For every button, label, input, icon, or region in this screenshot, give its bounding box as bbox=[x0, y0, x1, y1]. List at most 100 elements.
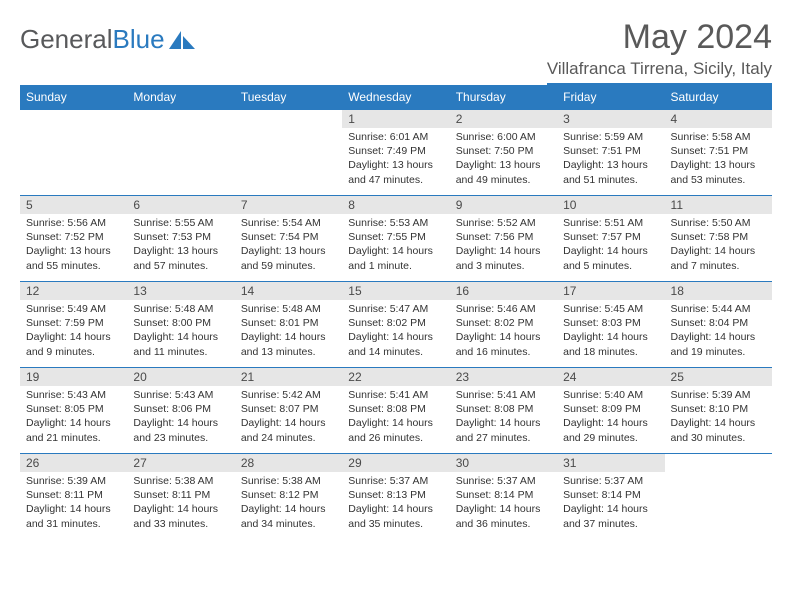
day-details: Sunrise: 5:51 AMSunset: 7:57 PMDaylight:… bbox=[557, 214, 664, 276]
day-number: 23 bbox=[450, 368, 557, 386]
calendar-day-cell: 2Sunrise: 6:00 AMSunset: 7:50 PMDaylight… bbox=[450, 110, 557, 196]
calendar-empty-cell bbox=[20, 110, 127, 196]
day-details: Sunrise: 5:37 AMSunset: 8:13 PMDaylight:… bbox=[342, 472, 449, 534]
day-details: Sunrise: 5:56 AMSunset: 7:52 PMDaylight:… bbox=[20, 214, 127, 276]
day-number: 12 bbox=[20, 282, 127, 300]
day-number: 18 bbox=[665, 282, 772, 300]
calendar-empty-cell bbox=[235, 110, 342, 196]
calendar-body: 1Sunrise: 6:01 AMSunset: 7:49 PMDaylight… bbox=[20, 110, 772, 540]
calendar-day-cell: 25Sunrise: 5:39 AMSunset: 8:10 PMDayligh… bbox=[665, 368, 772, 454]
calendar-head: SundayMondayTuesdayWednesdayThursdayFrid… bbox=[20, 85, 772, 110]
day-details: Sunrise: 5:55 AMSunset: 7:53 PMDaylight:… bbox=[127, 214, 234, 276]
day-details: Sunrise: 5:47 AMSunset: 8:02 PMDaylight:… bbox=[342, 300, 449, 362]
day-number: 26 bbox=[20, 454, 127, 472]
calendar-day-cell: 5Sunrise: 5:56 AMSunset: 7:52 PMDaylight… bbox=[20, 196, 127, 282]
day-details: Sunrise: 5:44 AMSunset: 8:04 PMDaylight:… bbox=[665, 300, 772, 362]
weekday-header: Thursday bbox=[450, 85, 557, 110]
logo-text-1: General bbox=[20, 24, 113, 55]
day-details: Sunrise: 5:39 AMSunset: 8:11 PMDaylight:… bbox=[20, 472, 127, 534]
weekday-header: Saturday bbox=[665, 85, 772, 110]
day-number: 8 bbox=[342, 196, 449, 214]
day-number: 14 bbox=[235, 282, 342, 300]
weekday-header: Wednesday bbox=[342, 85, 449, 110]
logo-text-2: Blue bbox=[113, 24, 165, 55]
day-details: Sunrise: 5:54 AMSunset: 7:54 PMDaylight:… bbox=[235, 214, 342, 276]
calendar-day-cell: 19Sunrise: 5:43 AMSunset: 8:05 PMDayligh… bbox=[20, 368, 127, 454]
calendar-day-cell: 12Sunrise: 5:49 AMSunset: 7:59 PMDayligh… bbox=[20, 282, 127, 368]
day-number: 15 bbox=[342, 282, 449, 300]
calendar-day-cell: 20Sunrise: 5:43 AMSunset: 8:06 PMDayligh… bbox=[127, 368, 234, 454]
day-details: Sunrise: 5:42 AMSunset: 8:07 PMDaylight:… bbox=[235, 386, 342, 448]
day-number: 19 bbox=[20, 368, 127, 386]
day-details: Sunrise: 5:43 AMSunset: 8:06 PMDaylight:… bbox=[127, 386, 234, 448]
day-details: Sunrise: 5:48 AMSunset: 8:00 PMDaylight:… bbox=[127, 300, 234, 362]
day-details: Sunrise: 5:59 AMSunset: 7:51 PMDaylight:… bbox=[557, 128, 664, 190]
day-number: 4 bbox=[665, 110, 772, 128]
location-title: Villafranca Tirrena, Sicily, Italy bbox=[547, 59, 772, 85]
day-details: Sunrise: 5:37 AMSunset: 8:14 PMDaylight:… bbox=[450, 472, 557, 534]
calendar-day-cell: 7Sunrise: 5:54 AMSunset: 7:54 PMDaylight… bbox=[235, 196, 342, 282]
day-number: 6 bbox=[127, 196, 234, 214]
day-details: Sunrise: 5:40 AMSunset: 8:09 PMDaylight:… bbox=[557, 386, 664, 448]
day-number: 11 bbox=[665, 196, 772, 214]
calendar-day-cell: 3Sunrise: 5:59 AMSunset: 7:51 PMDaylight… bbox=[557, 110, 664, 196]
calendar-table: SundayMondayTuesdayWednesdayThursdayFrid… bbox=[20, 85, 772, 540]
calendar-day-cell: 6Sunrise: 5:55 AMSunset: 7:53 PMDaylight… bbox=[127, 196, 234, 282]
calendar-day-cell: 10Sunrise: 5:51 AMSunset: 7:57 PMDayligh… bbox=[557, 196, 664, 282]
day-number: 10 bbox=[557, 196, 664, 214]
weekday-header: Sunday bbox=[20, 85, 127, 110]
day-number: 9 bbox=[450, 196, 557, 214]
day-details: Sunrise: 5:58 AMSunset: 7:51 PMDaylight:… bbox=[665, 128, 772, 190]
day-details: Sunrise: 5:48 AMSunset: 8:01 PMDaylight:… bbox=[235, 300, 342, 362]
day-number: 5 bbox=[20, 196, 127, 214]
day-number: 22 bbox=[342, 368, 449, 386]
day-details: Sunrise: 5:37 AMSunset: 8:14 PMDaylight:… bbox=[557, 472, 664, 534]
day-details: Sunrise: 6:00 AMSunset: 7:50 PMDaylight:… bbox=[450, 128, 557, 190]
weekday-header: Friday bbox=[557, 85, 664, 110]
calendar-day-cell: 18Sunrise: 5:44 AMSunset: 8:04 PMDayligh… bbox=[665, 282, 772, 368]
calendar-day-cell: 11Sunrise: 5:50 AMSunset: 7:58 PMDayligh… bbox=[665, 196, 772, 282]
day-number: 31 bbox=[557, 454, 664, 472]
day-details: Sunrise: 5:49 AMSunset: 7:59 PMDaylight:… bbox=[20, 300, 127, 362]
day-number: 20 bbox=[127, 368, 234, 386]
calendar-day-cell: 31Sunrise: 5:37 AMSunset: 8:14 PMDayligh… bbox=[557, 454, 664, 540]
day-details: Sunrise: 5:50 AMSunset: 7:58 PMDaylight:… bbox=[665, 214, 772, 276]
page: GeneralBlue May 2024 Villafranca Tirrena… bbox=[0, 0, 792, 550]
day-number: 2 bbox=[450, 110, 557, 128]
calendar-day-cell: 29Sunrise: 5:37 AMSunset: 8:13 PMDayligh… bbox=[342, 454, 449, 540]
calendar-empty-cell bbox=[127, 110, 234, 196]
calendar-day-cell: 1Sunrise: 6:01 AMSunset: 7:49 PMDaylight… bbox=[342, 110, 449, 196]
calendar-day-cell: 4Sunrise: 5:58 AMSunset: 7:51 PMDaylight… bbox=[665, 110, 772, 196]
calendar-day-cell: 22Sunrise: 5:41 AMSunset: 8:08 PMDayligh… bbox=[342, 368, 449, 454]
day-number: 28 bbox=[235, 454, 342, 472]
logo-sail-icon bbox=[167, 29, 197, 51]
calendar-day-cell: 21Sunrise: 5:42 AMSunset: 8:07 PMDayligh… bbox=[235, 368, 342, 454]
day-details: Sunrise: 5:45 AMSunset: 8:03 PMDaylight:… bbox=[557, 300, 664, 362]
day-details: Sunrise: 5:52 AMSunset: 7:56 PMDaylight:… bbox=[450, 214, 557, 276]
title-block: May 2024 Villafranca Tirrena, Sicily, It… bbox=[547, 18, 772, 85]
calendar-day-cell: 14Sunrise: 5:48 AMSunset: 8:01 PMDayligh… bbox=[235, 282, 342, 368]
day-details: Sunrise: 5:46 AMSunset: 8:02 PMDaylight:… bbox=[450, 300, 557, 362]
day-number: 16 bbox=[450, 282, 557, 300]
day-number: 7 bbox=[235, 196, 342, 214]
calendar-day-cell: 24Sunrise: 5:40 AMSunset: 8:09 PMDayligh… bbox=[557, 368, 664, 454]
day-number: 30 bbox=[450, 454, 557, 472]
calendar-day-cell: 27Sunrise: 5:38 AMSunset: 8:11 PMDayligh… bbox=[127, 454, 234, 540]
calendar-day-cell: 30Sunrise: 5:37 AMSunset: 8:14 PMDayligh… bbox=[450, 454, 557, 540]
day-number: 27 bbox=[127, 454, 234, 472]
day-details: Sunrise: 5:38 AMSunset: 8:11 PMDaylight:… bbox=[127, 472, 234, 534]
day-number: 21 bbox=[235, 368, 342, 386]
header: GeneralBlue May 2024 Villafranca Tirrena… bbox=[20, 18, 772, 85]
calendar-day-cell: 16Sunrise: 5:46 AMSunset: 8:02 PMDayligh… bbox=[450, 282, 557, 368]
day-details: Sunrise: 5:39 AMSunset: 8:10 PMDaylight:… bbox=[665, 386, 772, 448]
calendar-empty-cell bbox=[665, 454, 772, 540]
month-title: May 2024 bbox=[547, 18, 772, 57]
calendar-day-cell: 8Sunrise: 5:53 AMSunset: 7:55 PMDaylight… bbox=[342, 196, 449, 282]
weekday-header: Tuesday bbox=[235, 85, 342, 110]
day-number: 17 bbox=[557, 282, 664, 300]
calendar-day-cell: 17Sunrise: 5:45 AMSunset: 8:03 PMDayligh… bbox=[557, 282, 664, 368]
day-number: 24 bbox=[557, 368, 664, 386]
day-number: 3 bbox=[557, 110, 664, 128]
calendar-day-cell: 26Sunrise: 5:39 AMSunset: 8:11 PMDayligh… bbox=[20, 454, 127, 540]
day-details: Sunrise: 5:38 AMSunset: 8:12 PMDaylight:… bbox=[235, 472, 342, 534]
